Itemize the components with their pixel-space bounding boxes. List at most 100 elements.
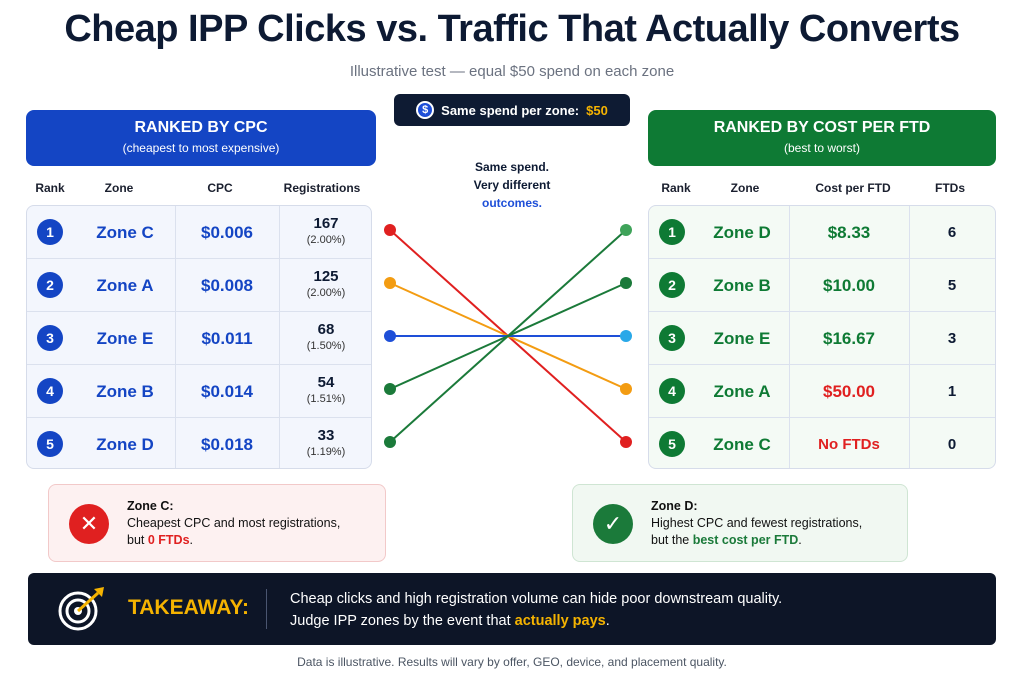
rank-badge: 2 bbox=[659, 272, 685, 298]
middle-note-line1: Same spend. bbox=[474, 160, 550, 174]
takeaway-divider bbox=[266, 589, 267, 629]
table-row: 4 Zone B $0.014 54 (1.51%) bbox=[27, 365, 371, 418]
connector-start-dot bbox=[384, 436, 396, 448]
registrations-count: 33 bbox=[317, 427, 335, 444]
cost-per-ftd-value: $50.00 bbox=[823, 381, 875, 401]
takeaway-highlight: actually pays bbox=[514, 613, 606, 629]
cpc-value: $0.006 bbox=[201, 222, 253, 242]
takeaway-line2: Judge IPP zones by the event that actual… bbox=[290, 610, 782, 632]
table-row: 2 Zone B $10.00 5 bbox=[649, 259, 995, 312]
callout-highlight: best cost per FTD bbox=[692, 533, 799, 547]
callout-line2-post: . bbox=[189, 533, 194, 547]
column-divider bbox=[909, 206, 910, 468]
registrations-cell: 125 (2.00%) bbox=[279, 268, 371, 299]
connector-start-dot bbox=[384, 224, 396, 236]
registrations-cell: 54 (1.51%) bbox=[279, 374, 371, 405]
connector-start-dot bbox=[384, 383, 396, 395]
callout-line2: but the best cost per FTD. bbox=[651, 532, 862, 549]
table-row: 5 Zone C No FTDs 0 bbox=[649, 418, 995, 468]
callout-label: Zone C: bbox=[127, 499, 174, 513]
page-subtitle: Illustrative test — equal $50 spend on e… bbox=[349, 63, 675, 80]
ftds-count: 5 bbox=[947, 277, 957, 294]
connector-start-dot bbox=[384, 330, 396, 342]
registrations-rate: (1.50%) bbox=[306, 340, 346, 352]
left-panel-header: RANKED BY CPC (cheapest to most expensiv… bbox=[26, 110, 376, 166]
rank-badge: 2 bbox=[37, 272, 63, 298]
spend-pill-label: Same spend per zone: bbox=[441, 102, 580, 118]
callout-line1: Cheapest CPC and most registrations, bbox=[127, 516, 341, 530]
connector-line bbox=[389, 229, 627, 443]
table-row: 3 Zone E $16.67 3 bbox=[649, 312, 995, 365]
cpc-value: $0.011 bbox=[201, 328, 253, 348]
registrations-cell: 68 (1.50%) bbox=[279, 321, 371, 352]
right-col-ftds: FTDs bbox=[935, 181, 965, 195]
registrations-rate: (1.51%) bbox=[306, 393, 346, 405]
callout-line2-pre: but bbox=[127, 533, 148, 547]
callout-highlight: 0 FTDs bbox=[147, 533, 190, 547]
ftds-count: 3 bbox=[947, 330, 957, 347]
target-arrow-icon bbox=[58, 587, 104, 631]
table-row: 3 Zone E $0.011 68 (1.50%) bbox=[27, 312, 371, 365]
cpc-value: $0.018 bbox=[201, 434, 253, 454]
connector-end-dot bbox=[620, 330, 632, 342]
zone-name: Zone B bbox=[713, 275, 771, 295]
callout-line2-pre: but the bbox=[651, 533, 693, 547]
middle-note-line2: Very different bbox=[473, 178, 551, 192]
right-col-rank: Rank bbox=[661, 181, 691, 195]
right-col-zone: Zone bbox=[730, 181, 760, 195]
takeaway-line1: Cheap clicks and high registration volum… bbox=[290, 591, 783, 607]
zone-name: Zone C bbox=[713, 434, 771, 454]
zone-name: Zone A bbox=[713, 381, 771, 401]
connector-start-dot bbox=[384, 277, 396, 289]
left-col-registrations: Registrations bbox=[283, 181, 361, 195]
callout-line2-post: . bbox=[798, 533, 802, 547]
ftds-count: 6 bbox=[947, 224, 957, 241]
page-title: Cheap IPP Clicks vs. Traffic That Actual… bbox=[64, 8, 960, 50]
zone-d-callout: ✓ Zone D: Highest CPC and fewest registr… bbox=[572, 484, 908, 562]
column-divider bbox=[789, 206, 790, 468]
left-col-cpc: CPC bbox=[207, 181, 233, 195]
left-panel-subtitle: (cheapest to most expensive) bbox=[122, 141, 280, 155]
left-col-rank: Rank bbox=[35, 181, 65, 195]
connector-end-dot bbox=[620, 277, 632, 289]
left-col-zone: Zone bbox=[104, 181, 134, 195]
x-circle-icon: ✕ bbox=[69, 504, 109, 544]
cost-per-ftd-value: $16.67 bbox=[823, 328, 875, 348]
table-row: 1 Zone D $8.33 6 bbox=[649, 206, 995, 259]
right-col-cost-per-ftd: Cost per FTD bbox=[815, 181, 891, 195]
ftds-count: 1 bbox=[947, 383, 957, 400]
right-panel-title: RANKED BY COST PER FTD bbox=[713, 119, 931, 136]
cost-per-ftd-ranking-table: 1 Zone D $8.33 6 2 Zone B $10.00 5 3 Zon… bbox=[648, 205, 996, 469]
column-divider bbox=[175, 206, 176, 468]
left-panel-title: RANKED BY CPC bbox=[134, 119, 268, 136]
table-row: 4 Zone A $50.00 1 bbox=[649, 365, 995, 418]
registrations-rate: (1.19%) bbox=[306, 446, 346, 458]
zone-name: Zone D bbox=[96, 434, 154, 454]
rank-badge: 1 bbox=[37, 219, 63, 245]
takeaway-banner: TAKEAWAY: Cheap clicks and high registra… bbox=[28, 573, 996, 645]
registrations-count: 167 bbox=[313, 215, 339, 232]
connector-end-dot bbox=[620, 224, 632, 236]
connector-end-dot bbox=[620, 436, 632, 448]
registrations-rate: (2.00%) bbox=[306, 234, 346, 246]
callout-line1: Highest CPC and fewest registrations, bbox=[651, 516, 863, 530]
registrations-cell: 33 (1.19%) bbox=[279, 427, 371, 458]
zone-name: Zone A bbox=[96, 275, 154, 295]
zone-name: Zone B bbox=[96, 381, 154, 401]
rank-badge: 3 bbox=[659, 325, 685, 351]
cost-per-ftd-value: No FTDs bbox=[818, 436, 880, 453]
table-row: 5 Zone D $0.018 33 (1.19%) bbox=[27, 418, 371, 468]
registrations-cell: 167 (2.00%) bbox=[279, 215, 371, 246]
cpc-value: $0.014 bbox=[201, 381, 253, 401]
ftds-count: 0 bbox=[947, 436, 957, 453]
registrations-rate: (2.00%) bbox=[306, 287, 346, 299]
right-panel-header: RANKED BY COST PER FTD (best to worst) bbox=[648, 110, 996, 166]
dollar-icon: $ bbox=[416, 101, 435, 119]
column-divider bbox=[279, 206, 280, 468]
registrations-count: 54 bbox=[317, 374, 335, 391]
rank-badge: 1 bbox=[659, 219, 685, 245]
zone-d-callout-text: Zone D: Highest CPC and fewest registrat… bbox=[651, 498, 862, 549]
cost-per-ftd-value: $10.00 bbox=[823, 275, 875, 295]
zone-c-callout: ✕ Zone C: Cheapest CPC and most registra… bbox=[48, 484, 386, 562]
callout-line2: but 0 FTDs. bbox=[127, 532, 340, 549]
